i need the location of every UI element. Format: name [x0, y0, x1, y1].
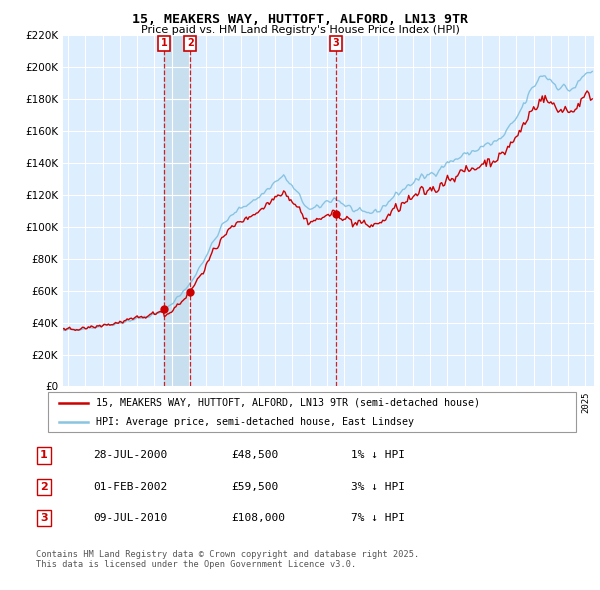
Text: 15, MEAKERS WAY, HUTTOFT, ALFORD, LN13 9TR: 15, MEAKERS WAY, HUTTOFT, ALFORD, LN13 9… [132, 13, 468, 26]
Text: Contains HM Land Registry data © Crown copyright and database right 2025.
This d: Contains HM Land Registry data © Crown c… [36, 550, 419, 569]
Text: HPI: Average price, semi-detached house, East Lindsey: HPI: Average price, semi-detached house,… [95, 417, 413, 427]
Text: 3: 3 [40, 513, 47, 523]
Text: 3: 3 [332, 38, 339, 48]
Text: 2: 2 [40, 482, 47, 491]
Text: 3% ↓ HPI: 3% ↓ HPI [351, 482, 405, 491]
Text: 2: 2 [187, 38, 194, 48]
Text: 1: 1 [40, 451, 47, 460]
Text: 7% ↓ HPI: 7% ↓ HPI [351, 513, 405, 523]
FancyBboxPatch shape [48, 392, 576, 432]
Text: 28-JUL-2000: 28-JUL-2000 [93, 451, 167, 460]
Text: £59,500: £59,500 [231, 482, 278, 491]
Text: 15, MEAKERS WAY, HUTTOFT, ALFORD, LN13 9TR (semi-detached house): 15, MEAKERS WAY, HUTTOFT, ALFORD, LN13 9… [95, 398, 479, 408]
Text: 1: 1 [161, 38, 167, 48]
Text: 09-JUL-2010: 09-JUL-2010 [93, 513, 167, 523]
Bar [164, 35, 190, 386]
Text: £108,000: £108,000 [231, 513, 285, 523]
Text: £48,500: £48,500 [231, 451, 278, 460]
Text: 1% ↓ HPI: 1% ↓ HPI [351, 451, 405, 460]
Text: Price paid vs. HM Land Registry's House Price Index (HPI): Price paid vs. HM Land Registry's House … [140, 25, 460, 35]
Text: 01-FEB-2002: 01-FEB-2002 [93, 482, 167, 491]
